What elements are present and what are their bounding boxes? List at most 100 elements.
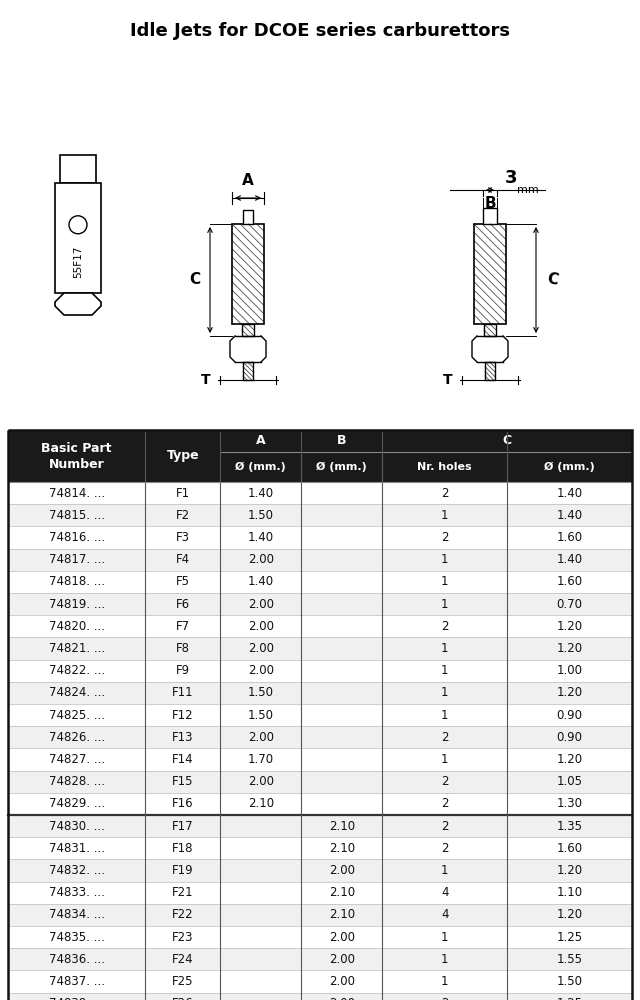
Text: 2: 2 — [441, 820, 449, 833]
Text: 2.10: 2.10 — [329, 886, 355, 899]
Text: F5: F5 — [176, 575, 189, 588]
Text: 1.60: 1.60 — [557, 531, 582, 544]
Text: Basic Part
Number: Basic Part Number — [42, 442, 112, 471]
Text: 74829. ...: 74829. ... — [49, 797, 105, 810]
Text: 74822. ...: 74822. ... — [49, 664, 105, 677]
Text: F17: F17 — [172, 820, 193, 833]
Text: 74814. ...: 74814. ... — [49, 487, 105, 500]
Text: T: T — [201, 373, 211, 387]
Bar — [8, 859, 632, 882]
Bar — [8, 948, 632, 970]
Text: 1.50: 1.50 — [557, 975, 582, 988]
Text: 1.60: 1.60 — [557, 575, 582, 588]
Text: 2: 2 — [441, 842, 449, 855]
Bar — [243, 362, 253, 380]
Text: 1.40: 1.40 — [248, 487, 274, 500]
Text: F19: F19 — [172, 864, 193, 877]
Bar — [8, 482, 632, 504]
Bar — [8, 771, 632, 793]
Text: 1: 1 — [441, 931, 449, 944]
Text: B: B — [484, 196, 496, 212]
Bar — [8, 637, 632, 660]
Bar — [8, 815, 632, 837]
Text: 1.50: 1.50 — [248, 509, 274, 522]
Text: 1.30: 1.30 — [557, 797, 582, 810]
Text: T: T — [443, 373, 453, 387]
Text: A: A — [256, 434, 266, 447]
Bar — [8, 430, 632, 482]
Text: 2: 2 — [441, 731, 449, 744]
Text: 1: 1 — [441, 753, 449, 766]
Bar — [8, 571, 632, 593]
Text: F8: F8 — [176, 642, 189, 655]
Text: 1: 1 — [441, 509, 449, 522]
Text: F7: F7 — [175, 620, 190, 633]
Text: 1.40: 1.40 — [557, 509, 582, 522]
Text: 74818. ...: 74818. ... — [49, 575, 105, 588]
Text: F14: F14 — [172, 753, 193, 766]
Text: 1.20: 1.20 — [557, 864, 582, 877]
Bar — [8, 748, 632, 771]
Bar — [8, 549, 632, 571]
Text: 1.70: 1.70 — [248, 753, 274, 766]
Text: 74832. ...: 74832. ... — [49, 864, 105, 877]
Text: 74828. ...: 74828. ... — [49, 775, 105, 788]
Text: F25: F25 — [172, 975, 193, 988]
Text: 2.00: 2.00 — [329, 997, 355, 1000]
Text: 74816. ...: 74816. ... — [49, 531, 105, 544]
Text: 4: 4 — [441, 908, 449, 921]
Bar — [8, 904, 632, 926]
Bar — [8, 526, 632, 549]
Text: 74838. ...: 74838. ... — [49, 997, 104, 1000]
Text: 1: 1 — [441, 598, 449, 611]
Text: 1.40: 1.40 — [248, 575, 274, 588]
Text: F21: F21 — [172, 886, 193, 899]
Bar — [484, 324, 496, 336]
Text: 1: 1 — [441, 642, 449, 655]
Text: 74830. ...: 74830. ... — [49, 820, 104, 833]
Text: F6: F6 — [175, 598, 190, 611]
Text: 1.00: 1.00 — [557, 664, 582, 677]
Text: 1.20: 1.20 — [557, 642, 582, 655]
Text: F1: F1 — [175, 487, 190, 500]
Text: 74817. ...: 74817. ... — [49, 553, 105, 566]
Text: 0.90: 0.90 — [557, 731, 582, 744]
Text: F24: F24 — [172, 953, 193, 966]
Text: 1.40: 1.40 — [248, 531, 274, 544]
Bar — [8, 882, 632, 904]
Text: 2: 2 — [441, 797, 449, 810]
Bar — [8, 615, 632, 637]
Text: F2: F2 — [175, 509, 190, 522]
Text: 74837. ...: 74837. ... — [49, 975, 105, 988]
Bar — [55, 183, 101, 293]
Text: 2.00: 2.00 — [329, 975, 355, 988]
Text: 1.55: 1.55 — [557, 953, 582, 966]
Text: 2: 2 — [441, 997, 449, 1000]
Text: C: C — [546, 272, 559, 288]
Text: C: C — [502, 434, 512, 447]
Text: 1: 1 — [441, 686, 449, 699]
Text: 74835. ...: 74835. ... — [49, 931, 104, 944]
Bar — [8, 704, 632, 726]
Text: 2.00: 2.00 — [329, 931, 355, 944]
Text: F9: F9 — [175, 664, 190, 677]
Text: 0.70: 0.70 — [557, 598, 582, 611]
Text: F13: F13 — [172, 731, 193, 744]
Bar — [8, 660, 632, 682]
Text: 1.25: 1.25 — [557, 997, 582, 1000]
Text: 1.05: 1.05 — [557, 775, 582, 788]
Text: 2.00: 2.00 — [248, 620, 274, 633]
Text: 1: 1 — [441, 709, 449, 722]
Text: 2.00: 2.00 — [329, 864, 355, 877]
Text: 1.60: 1.60 — [557, 842, 582, 855]
Text: 1: 1 — [441, 664, 449, 677]
Text: 74820. ...: 74820. ... — [49, 620, 105, 633]
Bar — [232, 224, 264, 324]
Bar — [8, 993, 632, 1000]
Text: 0.90: 0.90 — [557, 709, 582, 722]
Text: 74831. ...: 74831. ... — [49, 842, 105, 855]
Text: 1.10: 1.10 — [557, 886, 582, 899]
Text: A: A — [242, 173, 254, 188]
Text: F16: F16 — [172, 797, 193, 810]
Text: 1.20: 1.20 — [557, 620, 582, 633]
